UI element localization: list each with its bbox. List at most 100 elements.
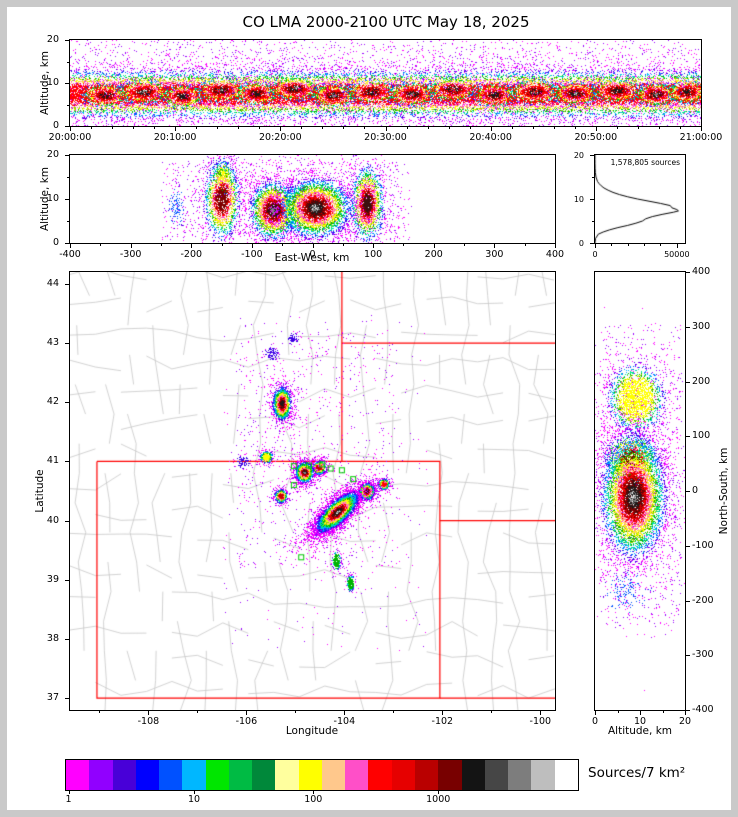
- axis-tick: [217, 127, 219, 129]
- axis-tick: [364, 127, 366, 129]
- axis-tick-label: 41: [46, 455, 59, 467]
- axis-tick: [313, 791, 315, 794]
- altitude-histogram-panel: [594, 154, 686, 244]
- axis-tick: [99, 711, 101, 713]
- colorbar: [65, 759, 579, 791]
- axis-tick-label: 39: [46, 573, 59, 585]
- axis-tick: [686, 436, 690, 438]
- axis-tick: [686, 655, 690, 657]
- axis-tick-label: 200: [424, 249, 443, 260]
- axis-tick: [685, 711, 686, 715]
- axis-tick: [540, 711, 542, 715]
- axis-tick: [385, 127, 387, 131]
- axis-tick: [175, 127, 177, 131]
- axis-tick-label: -300: [692, 649, 714, 661]
- axis-tick: [686, 600, 690, 602]
- colorbar-segment: [298, 760, 322, 790]
- axis-tick: [403, 244, 405, 246]
- axis-tick: [65, 243, 69, 244]
- axis-tick: [196, 127, 198, 129]
- east-west-cross-section-panel: [69, 154, 556, 244]
- axis-tick: [491, 711, 493, 713]
- axis-tick-label: 300: [485, 249, 504, 260]
- axis-tick: [191, 244, 193, 248]
- axis-tick-label: 200: [692, 375, 711, 387]
- axis-tick: [592, 221, 594, 222]
- axis-tick: [532, 127, 534, 129]
- axis-tick-label: 10: [46, 193, 59, 204]
- axis-tick-label: 100: [304, 794, 323, 805]
- axis-tick: [312, 244, 314, 248]
- axis-tick: [67, 177, 69, 178]
- axis-tick: [65, 126, 69, 127]
- axis-tick: [464, 244, 466, 246]
- axis-tick: [438, 791, 440, 794]
- axis-tick-label: -106: [235, 716, 258, 727]
- north-south-x-axis-label: Altitude, km: [607, 725, 672, 737]
- axis-tick-label: 400: [692, 266, 711, 277]
- axis-tick: [251, 244, 253, 248]
- axis-tick-label: 400: [545, 249, 565, 260]
- axis-tick-label: 20: [46, 149, 59, 160]
- colorbar-segment: [112, 760, 136, 790]
- axis-tick-label: -200: [180, 249, 203, 260]
- axis-tick-label: -400: [692, 704, 714, 715]
- axis-tick: [427, 127, 429, 129]
- colorbar-segment: [554, 760, 578, 790]
- axis-tick: [701, 127, 702, 131]
- axis-tick: [686, 491, 690, 492]
- axis-tick-label: 100: [364, 249, 383, 260]
- axis-tick-label: 0: [309, 249, 316, 260]
- axis-tick: [322, 127, 324, 129]
- axis-tick: [524, 244, 526, 246]
- axis-tick-label: 0: [578, 239, 584, 248]
- axis-tick: [595, 711, 596, 715]
- axis-tick: [194, 791, 195, 794]
- colorbar-segment: [252, 760, 276, 790]
- axis-tick: [574, 127, 576, 129]
- axis-tick: [644, 244, 646, 246]
- axis-tick: [373, 244, 375, 248]
- east-west-canvas: [70, 155, 555, 243]
- axis-tick: [65, 343, 69, 345]
- colorbar-segment: [531, 760, 555, 790]
- axis-tick-label: 20:30:00: [364, 132, 407, 143]
- axis-tick: [676, 244, 678, 248]
- axis-tick: [442, 711, 444, 715]
- axis-tick: [221, 244, 223, 246]
- axis-tick: [65, 638, 69, 640]
- axis-tick: [65, 461, 69, 463]
- axis-tick: [65, 520, 69, 522]
- colorbar-segment: [438, 760, 462, 790]
- axis-tick-label: 20: [573, 151, 584, 160]
- axis-tick-label: -100: [529, 716, 552, 727]
- axis-tick-label: 20:10:00: [153, 132, 197, 143]
- axis-tick-label: -102: [431, 716, 454, 727]
- axis-tick: [70, 244, 71, 248]
- axis-tick-label: 50000: [664, 250, 690, 259]
- colorbar-segment: [484, 760, 509, 790]
- axis-tick: [65, 698, 69, 700]
- axis-tick: [658, 127, 660, 129]
- axis-tick: [91, 127, 93, 129]
- axis-tick: [686, 710, 690, 711]
- axis-tick-label: 300: [692, 320, 711, 332]
- axis-tick-label: 0: [52, 237, 59, 248]
- time-height-canvas: [70, 40, 701, 126]
- colorbar-segment: [205, 760, 229, 790]
- axis-tick-label: 1: [65, 794, 72, 805]
- axis-tick-label: 20:00:00: [48, 132, 92, 143]
- axis-tick-label: 20:40:00: [469, 132, 512, 143]
- axis-tick-label: -104: [333, 716, 356, 727]
- axis-tick: [448, 127, 450, 129]
- axis-tick: [590, 155, 594, 156]
- axis-tick-label: -400: [59, 249, 81, 260]
- axis-tick-label: 10: [633, 716, 647, 727]
- axis-tick-label: -300: [119, 249, 142, 260]
- axis-tick: [65, 199, 69, 200]
- axis-tick: [295, 711, 297, 713]
- colorbar-segment: [508, 760, 532, 790]
- axis-tick-label: 42: [46, 396, 59, 408]
- page-title: CO LMA 2000-2100 UTC May 18, 2025: [242, 13, 530, 31]
